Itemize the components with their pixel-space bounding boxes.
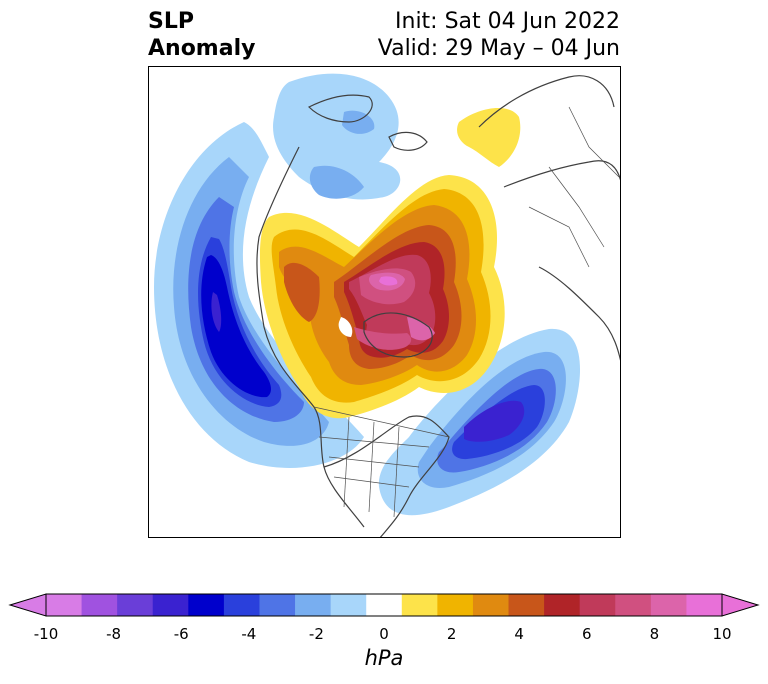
colorbar-tick-label: -8 (106, 625, 122, 643)
colorbar-segment (544, 594, 581, 616)
colorbar (8, 593, 760, 617)
colorbar-tick-label: 4 (514, 625, 524, 643)
colorbar-tick-label: 10 (712, 625, 732, 643)
colorbar-segment (259, 594, 296, 616)
valid-range: Valid: 29 May – 04 Jun (377, 36, 620, 61)
colorbar-tick-label: 2 (446, 625, 457, 643)
title-line-1: SLP (148, 9, 194, 34)
colorbar-under-arrow (8, 593, 47, 617)
coastlines (256, 75, 620, 537)
low-arctic-canada (273, 73, 401, 200)
high-arctic-ocean (259, 175, 505, 419)
colorbar-tick-label: -6 (173, 625, 189, 643)
colorbar-segment (472, 594, 510, 616)
colorbar-segments (8, 593, 760, 617)
title-line-2: Anomaly (148, 36, 256, 61)
colorbar-segment (152, 594, 189, 616)
date-info: Init: Sat 04 Jun 2022 Valid: 29 May – 04… (378, 8, 620, 62)
colorbar-segment (81, 594, 118, 616)
colorbar-segment (366, 594, 403, 616)
colorbar-segment (401, 594, 438, 616)
colorbar-segment (117, 594, 154, 616)
country-borders (313, 106, 620, 518)
colorbar-tick-label: -2 (308, 625, 324, 643)
colorbar-tick-label: -10 (33, 625, 59, 643)
colorbar-segment (295, 594, 332, 616)
low-north-pacific (154, 122, 364, 468)
colorbar-segment (686, 594, 723, 616)
colorbar-tick-label: 6 (582, 625, 592, 643)
colorbar-segment (650, 594, 687, 616)
high-scandinavia (457, 107, 521, 167)
colorbar-segment (188, 594, 225, 616)
map-canvas (154, 73, 620, 537)
colorbar-unit: hPa (364, 646, 404, 670)
colorbar-outline (45, 593, 723, 617)
colorbar-segment (330, 594, 367, 616)
init-date: Init: Sat 04 Jun 2022 (395, 9, 620, 34)
map-title: SLP Anomaly (148, 8, 255, 62)
colorbar-segment (223, 594, 260, 616)
colorbar-segment (579, 594, 616, 616)
colorbar-segment (437, 594, 474, 616)
colorbar-tick-label: -4 (241, 625, 257, 643)
slp-anomaly-map (148, 66, 621, 538)
colorbar-over-arrow (721, 593, 760, 617)
colorbar-tick-label: 0 (379, 625, 389, 643)
colorbar-segment (46, 594, 83, 616)
colorbar-tick-label: 8 (649, 625, 660, 643)
colorbar-segment (615, 594, 652, 616)
colorbar-segment (508, 594, 545, 616)
